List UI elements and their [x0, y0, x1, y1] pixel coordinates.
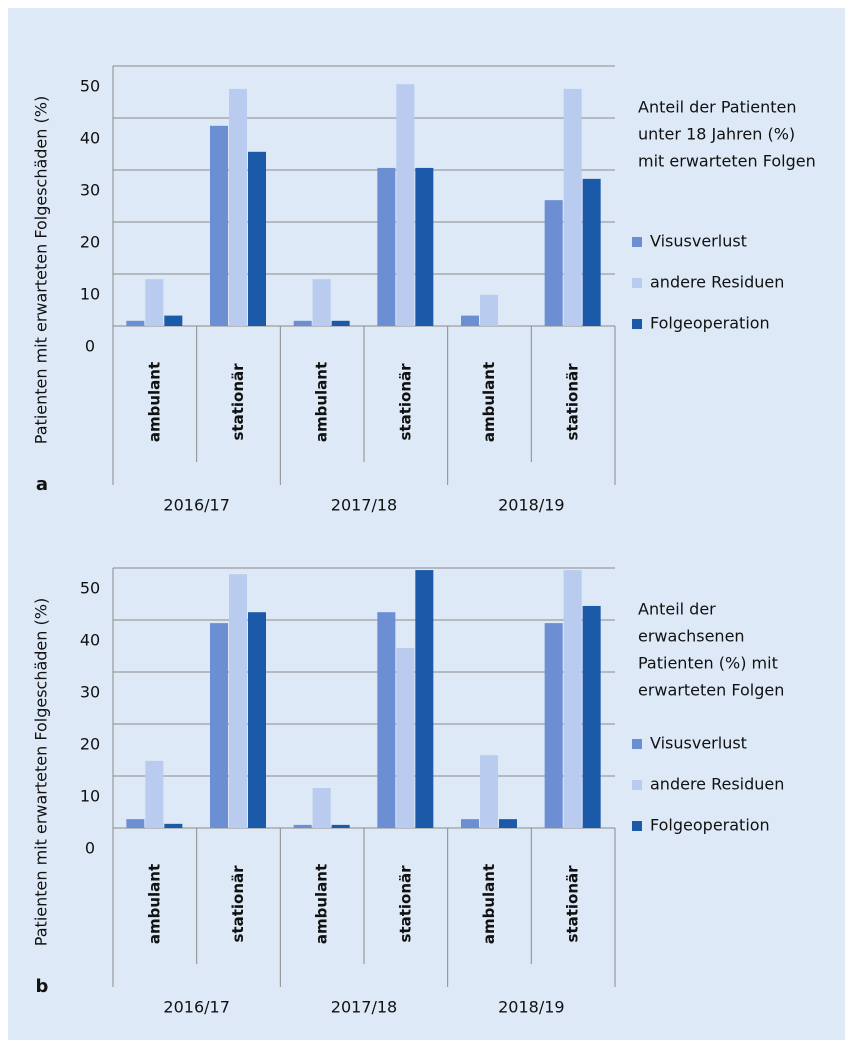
- y-tick-label: 10: [80, 285, 100, 304]
- annotation: Anteil der Patienten: [638, 98, 797, 117]
- bar: [582, 605, 601, 828]
- annotation: mit erwarteten Folgen: [638, 152, 816, 171]
- bar: [544, 200, 563, 326]
- y-tick-label: 50: [80, 579, 100, 598]
- legend-swatch: [632, 821, 642, 831]
- x-tick-label: ambulant: [313, 362, 331, 442]
- x-tick-label: stationär: [229, 865, 247, 943]
- x-tick-label: stationär: [396, 865, 414, 943]
- legend-label: andere Residuen: [650, 775, 784, 794]
- bar: [145, 760, 164, 828]
- y-axis-title: Patienten mit erwarteten Folgeschäden (%…: [32, 96, 51, 444]
- bar: [331, 320, 350, 326]
- legend-swatch: [632, 319, 642, 329]
- group-label: 2017/18: [331, 496, 397, 515]
- bar: [293, 824, 312, 828]
- y-tick-label: 40: [80, 129, 100, 148]
- legend-label: Folgeoperation: [650, 314, 770, 333]
- bar: [126, 320, 145, 326]
- annotation: Anteil der: [638, 600, 716, 619]
- legend-label: Visusverlust: [650, 734, 747, 753]
- panel-label: b: [36, 976, 49, 997]
- annotation: unter 18 Jahren (%): [638, 125, 795, 144]
- bar: [480, 755, 498, 828]
- legend-label: Folgeoperation: [650, 816, 770, 835]
- y-tick-label: 0: [85, 337, 95, 356]
- group-label: 2018/19: [498, 496, 564, 515]
- y-tick-label: 10: [80, 787, 100, 806]
- bar: [396, 648, 415, 828]
- bar: [164, 315, 183, 326]
- group-label: 2017/18: [331, 998, 397, 1017]
- y-tick-label: 20: [80, 233, 100, 252]
- bar: [312, 787, 331, 828]
- y-tick-label: 20: [80, 735, 100, 754]
- legend-label: andere Residuen: [650, 273, 784, 292]
- bar: [396, 84, 415, 326]
- bar: [461, 819, 479, 828]
- bar: [331, 824, 350, 828]
- group-label: 2016/17: [163, 496, 229, 515]
- panel-label: a: [36, 474, 48, 495]
- x-tick-label: ambulant: [145, 362, 163, 442]
- annotation: erwachsenen: [638, 627, 745, 646]
- x-tick-label: stationär: [396, 363, 414, 441]
- x-tick-label: ambulant: [480, 864, 498, 944]
- x-tick-label: ambulant: [313, 864, 331, 944]
- x-tick-label: stationär: [229, 363, 247, 441]
- bar: [461, 315, 479, 326]
- bar: [164, 823, 183, 828]
- annotation: erwarteten Folgen: [638, 681, 784, 700]
- y-tick-label: 50: [80, 77, 100, 96]
- bar: [248, 612, 266, 828]
- bar: [210, 623, 228, 828]
- bar: [563, 88, 582, 326]
- bar: [229, 88, 247, 326]
- bar: [415, 167, 434, 326]
- bar: [229, 574, 247, 828]
- bar: [377, 167, 396, 326]
- annotation: Patienten (%) mit: [638, 654, 778, 673]
- bar: [582, 178, 601, 326]
- bar: [377, 612, 396, 828]
- y-axis-title: Patienten mit erwarteten Folgeschäden (%…: [32, 598, 51, 946]
- y-tick-label: 40: [80, 631, 100, 650]
- legend-swatch: [632, 739, 642, 749]
- bar: [126, 819, 145, 828]
- bar: [415, 570, 434, 828]
- y-tick-label: 0: [85, 839, 95, 858]
- bar: [248, 151, 266, 326]
- bar: [210, 125, 228, 326]
- x-tick-label: ambulant: [480, 362, 498, 442]
- bar: [312, 279, 331, 326]
- y-tick-label: 30: [80, 181, 100, 200]
- legend-label: Visusverlust: [650, 232, 747, 251]
- legend-swatch: [632, 278, 642, 288]
- legend-swatch: [632, 237, 642, 247]
- y-tick-label: 30: [80, 683, 100, 702]
- group-label: 2018/19: [498, 998, 564, 1017]
- bar: [145, 279, 164, 326]
- group-label: 2016/17: [163, 998, 229, 1017]
- bar: [480, 294, 498, 326]
- bar: [563, 570, 582, 828]
- bar: [544, 623, 563, 828]
- x-tick-label: ambulant: [145, 864, 163, 944]
- bar: [499, 819, 517, 828]
- x-tick-label: stationär: [564, 865, 582, 943]
- legend-swatch: [632, 780, 642, 790]
- x-tick-label: stationär: [564, 363, 582, 441]
- bar: [293, 320, 312, 326]
